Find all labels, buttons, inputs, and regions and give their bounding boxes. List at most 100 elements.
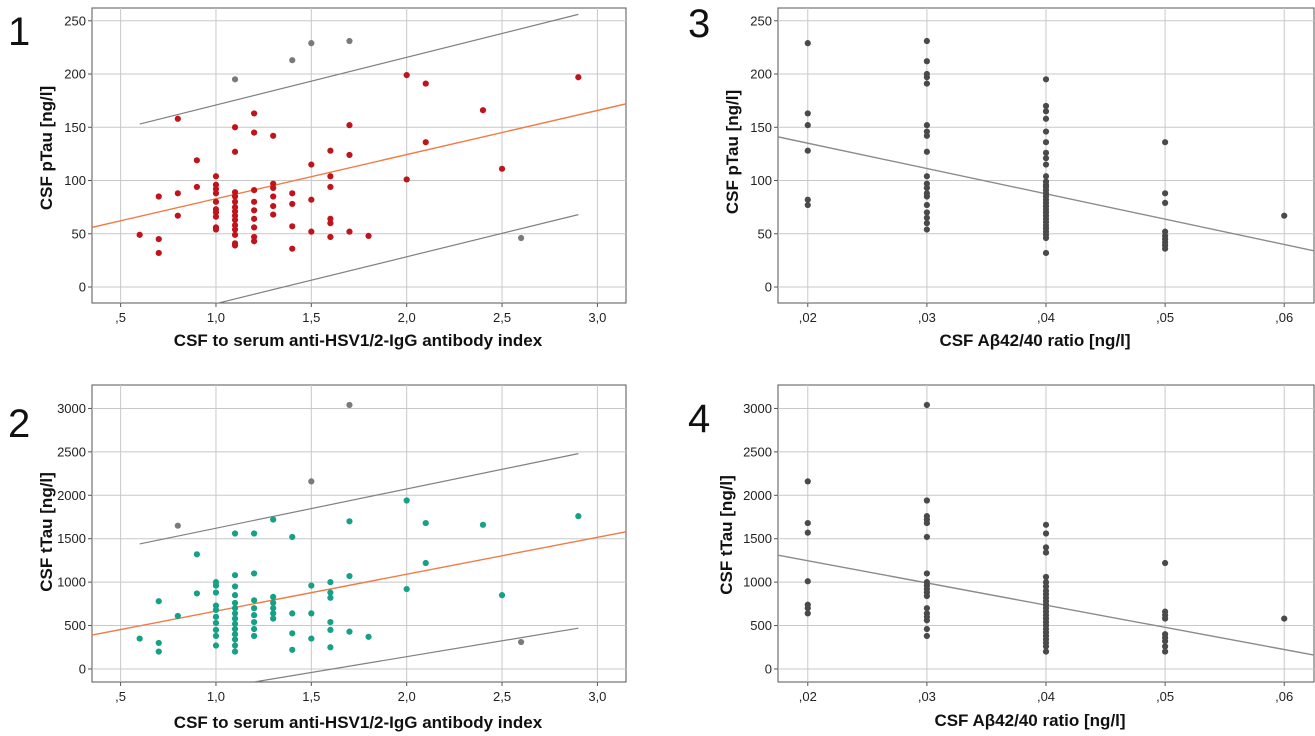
data-point — [327, 579, 334, 586]
data-point — [422, 559, 429, 567]
x-tick-label: ,06 — [1275, 310, 1293, 325]
x-tick-label: ,04 — [1037, 310, 1055, 325]
data-point — [289, 610, 296, 617]
y-tick-label: 200 — [750, 67, 772, 82]
data-point — [1162, 559, 1169, 567]
data-point — [212, 589, 220, 596]
x-tick-label: 3,0 — [588, 689, 606, 704]
data-point — [923, 625, 930, 633]
data-point — [193, 551, 200, 558]
data-point — [1042, 115, 1050, 122]
y-tick-label: 1500 — [743, 531, 772, 546]
data-point — [251, 597, 258, 604]
fit-line — [92, 531, 626, 636]
data-point — [1042, 643, 1050, 650]
data-point — [923, 519, 930, 527]
y-tick-label: 150 — [750, 120, 772, 135]
data-point — [212, 602, 220, 609]
data-point — [1042, 128, 1050, 135]
data-point — [289, 223, 296, 230]
data-point — [251, 129, 258, 136]
data-point — [804, 122, 811, 129]
y-tick-label: 1000 — [57, 575, 86, 590]
data-point — [327, 220, 334, 227]
data-point — [1042, 579, 1050, 586]
data-point — [804, 110, 811, 117]
data-point — [155, 193, 162, 200]
data-point — [422, 519, 429, 527]
data-point — [231, 208, 239, 215]
outlier-point — [308, 40, 315, 47]
data-point — [231, 615, 239, 622]
series-layer — [92, 401, 626, 682]
data-point — [327, 233, 334, 241]
data-point — [289, 533, 296, 541]
x-tick-label: 2,0 — [398, 689, 416, 704]
data-point — [231, 610, 239, 617]
x-tick-label: 1,5 — [302, 689, 320, 704]
y-tick-label: 500 — [750, 618, 772, 633]
data-point — [1042, 530, 1050, 537]
y-tick-label: 2500 — [743, 444, 772, 459]
x-tick-label: 1,5 — [302, 310, 320, 325]
data-point — [251, 207, 258, 214]
series-layer — [778, 401, 1314, 656]
data-point — [1042, 544, 1050, 551]
data-point — [136, 635, 143, 642]
y-tick-label: 0 — [79, 661, 86, 676]
data-point — [251, 570, 258, 577]
data-point — [923, 220, 930, 227]
data-point — [327, 644, 334, 651]
data-point — [1042, 108, 1050, 115]
data-point — [212, 582, 220, 589]
data-point — [403, 497, 410, 504]
data-point — [308, 610, 315, 617]
data-point — [1042, 149, 1050, 156]
data-point — [231, 216, 239, 224]
data-point — [365, 232, 372, 240]
y-tick-label: 100 — [64, 173, 86, 188]
y-tick-label: 100 — [750, 173, 772, 188]
data-point — [923, 37, 930, 45]
data-point — [327, 147, 334, 154]
data-point — [270, 211, 277, 218]
data-point — [923, 401, 930, 409]
data-point — [289, 200, 296, 208]
data-point — [231, 198, 239, 205]
data-point — [212, 209, 220, 216]
plot-area — [91, 7, 627, 304]
x-tick-label: 2,0 — [398, 310, 416, 325]
outlier-point — [174, 522, 181, 529]
data-point — [1042, 249, 1050, 257]
data-point — [327, 183, 334, 191]
data-point — [327, 626, 334, 633]
data-point — [193, 183, 200, 191]
data-point — [212, 198, 220, 205]
x-axis-title: CSF Aβ42/40 ratio [ng/l] — [934, 711, 1125, 730]
data-point — [155, 598, 162, 605]
data-point — [923, 184, 930, 192]
data-point — [231, 231, 239, 238]
data-point — [1042, 573, 1050, 581]
data-point — [270, 184, 277, 192]
data-point — [251, 530, 258, 537]
x-tick-label: 1,0 — [207, 310, 225, 325]
y-tick-label: 50 — [72, 226, 86, 241]
data-point — [804, 196, 811, 203]
x-tick-label: ,02 — [799, 689, 817, 704]
data-point — [923, 497, 930, 504]
data-point — [422, 80, 429, 87]
data-point — [212, 226, 220, 233]
data-point — [804, 529, 811, 536]
x-axis-title: CSF Aβ42/40 ratio [ng/l] — [939, 331, 1130, 350]
data-point — [289, 245, 296, 252]
data-point — [804, 478, 811, 485]
y-axis-title: CSF tTau [ng/l] — [717, 475, 736, 595]
x-tick-label: ,05 — [1156, 310, 1174, 325]
data-point — [1281, 212, 1288, 219]
data-point — [923, 209, 930, 216]
data-point — [1042, 173, 1050, 180]
data-point — [212, 181, 220, 188]
data-point — [1162, 245, 1169, 252]
data-point — [403, 585, 410, 593]
